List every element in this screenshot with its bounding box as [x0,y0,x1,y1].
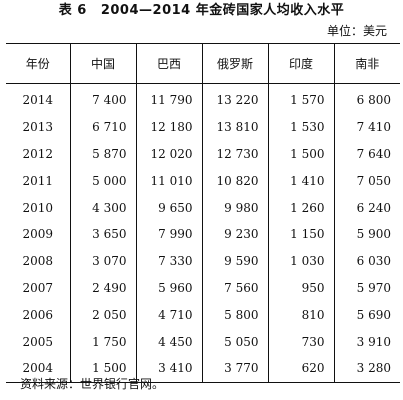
cell-year: 2004 [6,354,71,383]
table-number: 表 6 [58,3,87,18]
cell-china: 1 750 [70,328,137,355]
header-south-africa: 南非 [334,43,400,84]
cell-india: 1 260 [268,194,335,221]
header-year: 年份 [6,43,71,84]
cell-south-africa: 6 800 [356,93,391,108]
cell-china: 2 490 [70,274,137,302]
cell-china: 3 650 [70,220,137,248]
cell-china: 1 500 [70,354,137,383]
table-row: 2006 2 050 4 710 5 800 810 5 690 [6,301,400,329]
cell-south-africa: 5 970 [356,280,391,295]
cell-brazil: 4 710 [136,301,203,329]
cell-year: 2013 [6,113,71,141]
cell-year: 2006 [6,301,71,329]
table-body: 2014 7 400 11 790 13 220 1 570 6 800 2013 6 710… [6,83,400,383]
cell-year: 2011 [6,167,71,195]
cell-china: 3 070 [70,247,137,275]
cell-india: 950 [268,274,335,302]
cell-china: 5 870 [70,140,137,168]
table-row: 2009 3 650 7 990 9 230 1 150 5 900 [6,220,400,248]
cell-russia: 10 820 [202,167,269,195]
cell-india: 1 030 [268,247,335,275]
cell-india: 1 530 [268,113,335,141]
source-note: 资料来源：世界银行官网。 [20,377,165,391]
header-china: 中国 [70,43,137,84]
table-row: 2004 1 500 3 410 3 770 620 3 280 [6,354,400,383]
cell-south-africa: 7 410 [356,120,391,135]
table-row: 2010 4 300 9 650 9 980 1 260 6 240 [6,194,400,221]
cell-russia: 9 590 [202,247,269,275]
cell-india: 620 [268,354,335,383]
income-table: 年份 中国 巴西 俄罗斯 印度 南非 2014 7 400 11 790 13 220… [6,43,400,383]
cell-india: 1 500 [268,140,335,168]
cell-south-africa: 5 900 [356,227,391,242]
cell-india: 810 [268,301,335,329]
cell-china: 2 050 [70,301,137,329]
cell-russia: 13 810 [202,113,269,141]
cell-russia: 7 560 [202,274,269,302]
cell-russia: 13 220 [202,83,269,114]
header-india: 印度 [268,43,335,84]
cell-india: 1 410 [268,167,335,195]
cell-brazil: 7 330 [136,247,203,275]
cell-south-africa: 3 910 [356,334,391,349]
table-row: 2008 3 070 7 330 9 590 1 030 6 030 [6,247,400,275]
table-row: 2011 5 000 11 010 10 820 1 410 7 050 [6,167,400,195]
table-row: 2007 2 490 5 960 7 560 950 5 970 [6,274,400,302]
cell-brazil: 11 790 [136,83,203,114]
cell-russia: 5 800 [202,301,269,329]
cell-russia: 5 050 [202,328,269,355]
cell-russia: 12 730 [202,140,269,168]
table-caption: 表 6 2004—2014 年金砖国家人均收入水平 [0,2,403,20]
cell-year: 2010 [6,194,71,221]
cell-india: 730 [268,328,335,355]
cell-russia: 3 770 [202,354,269,383]
header-row: 年份 中国 巴西 俄罗斯 印度 南非 [6,43,400,84]
cell-brazil: 5 960 [136,274,203,302]
cell-china: 7 400 [70,83,137,114]
table-row: 2013 6 710 12 180 13 810 1 530 7 410 [6,113,400,141]
table-row: 2012 5 870 12 020 12 730 1 500 7 640 [6,140,400,168]
cell-brazil: 11 010 [136,167,203,195]
cell-brazil: 12 180 [136,113,203,141]
cell-year: 2008 [6,247,71,275]
cell-year: 2009 [6,220,71,248]
cell-india: 1 150 [268,220,335,248]
cell-year: 2014 [6,83,71,114]
cell-brazil: 12 020 [136,140,203,168]
cell-south-africa: 7 050 [356,173,391,188]
cell-brazil: 9 650 [136,194,203,221]
cell-russia: 9 230 [202,220,269,248]
cell-china: 6 710 [70,113,137,141]
cell-year: 2005 [6,328,71,355]
cell-brazil: 4 450 [136,328,203,355]
table-row: 2014 7 400 11 790 13 220 1 570 6 800 [6,83,400,114]
header-russia: 俄罗斯 [202,43,269,84]
cell-south-africa: 7 640 [356,146,391,161]
cell-brazil: 7 990 [136,220,203,248]
cell-year: 2012 [6,140,71,168]
cell-china: 4 300 [70,194,137,221]
cell-south-africa: 6 030 [356,254,391,269]
cell-india: 1 570 [268,83,335,114]
cell-russia: 9 980 [202,194,269,221]
cell-south-africa: 5 690 [356,307,391,322]
table-title: 2004—2014 年金砖国家人均收入水平 [100,3,345,18]
cell-year: 2007 [6,274,71,302]
cell-south-africa: 6 240 [356,200,391,215]
cell-south-africa: 3 280 [356,361,391,376]
header-brazil: 巴西 [136,43,203,84]
cell-brazil: 3 410 [136,354,203,383]
cell-china: 5 000 [70,167,137,195]
table-row: 2005 1 750 4 450 5 050 730 3 910 [6,328,400,355]
unit-label: 单位：美元 [326,24,387,38]
